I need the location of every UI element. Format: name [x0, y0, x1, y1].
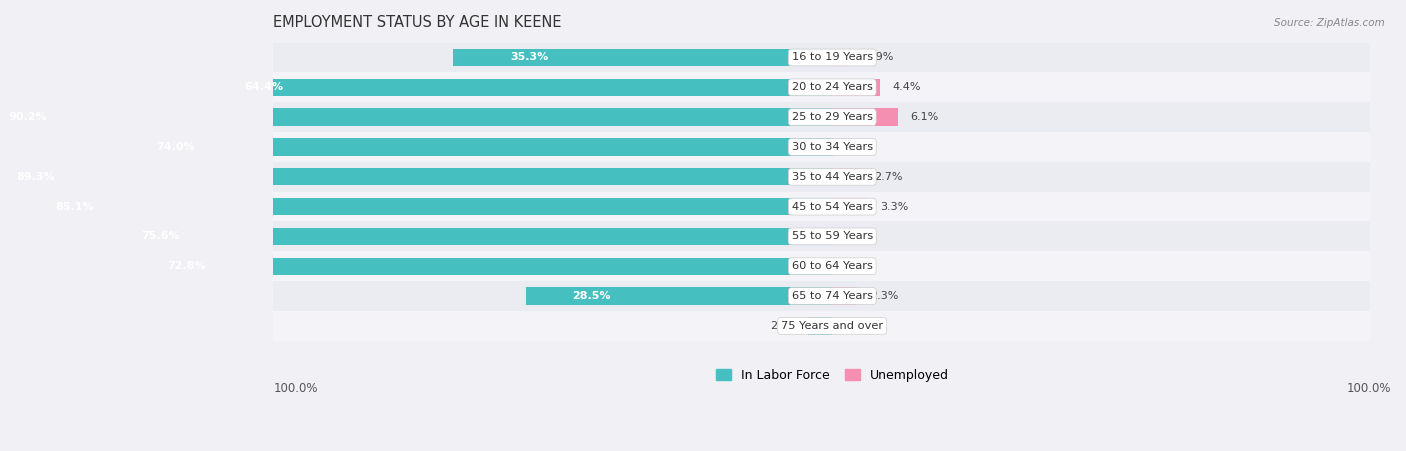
Text: 55 to 59 Years: 55 to 59 Years [792, 231, 873, 241]
Bar [832, 109, 898, 126]
Text: 2.3%: 2.3% [870, 291, 898, 301]
Bar [0, 102, 1369, 132]
Text: 2.7%: 2.7% [875, 172, 903, 182]
Text: 45 to 54 Years: 45 to 54 Years [792, 202, 873, 212]
Text: 28.5%: 28.5% [572, 291, 610, 301]
Text: 35 to 44 Years: 35 to 44 Years [792, 172, 873, 182]
Text: 75.6%: 75.6% [142, 231, 180, 241]
Text: 72.8%: 72.8% [167, 261, 205, 271]
Bar [832, 287, 856, 305]
Legend: In Labor Force, Unemployed: In Labor Force, Unemployed [710, 363, 955, 388]
Text: 35.3%: 35.3% [510, 52, 548, 63]
Bar [0, 42, 1369, 73]
Bar [832, 49, 852, 66]
Bar [51, 258, 832, 275]
Bar [0, 251, 1369, 281]
Text: 25 to 29 Years: 25 to 29 Years [792, 112, 873, 122]
Bar [37, 138, 832, 156]
Text: 0.1%: 0.1% [846, 142, 875, 152]
Text: 30 to 34 Years: 30 to 34 Years [792, 142, 873, 152]
Text: 20 to 24 Years: 20 to 24 Years [792, 83, 873, 92]
Text: 2.3%: 2.3% [770, 321, 799, 331]
Bar [0, 311, 1369, 341]
Text: 60 to 64 Years: 60 to 64 Years [792, 261, 873, 271]
Bar [0, 132, 1369, 162]
Bar [20, 228, 832, 245]
Bar [832, 78, 880, 96]
Text: 100.0%: 100.0% [274, 382, 318, 395]
Bar [807, 317, 832, 335]
Bar [526, 287, 832, 305]
Text: 16 to 19 Years: 16 to 19 Years [792, 52, 873, 63]
Text: 90.2%: 90.2% [8, 112, 46, 122]
Bar [453, 49, 832, 66]
Text: 0.0%: 0.0% [845, 261, 873, 271]
Text: 0.0%: 0.0% [845, 231, 873, 241]
Text: Source: ZipAtlas.com: Source: ZipAtlas.com [1274, 18, 1385, 28]
Bar [832, 168, 862, 185]
Bar [141, 78, 832, 96]
Bar [0, 281, 1369, 311]
Text: 3.3%: 3.3% [880, 202, 908, 212]
Bar [0, 109, 832, 126]
Bar [0, 168, 832, 185]
Bar [0, 221, 1369, 251]
Text: 74.0%: 74.0% [156, 142, 195, 152]
Text: 65 to 74 Years: 65 to 74 Years [792, 291, 873, 301]
Text: EMPLOYMENT STATUS BY AGE IN KEENE: EMPLOYMENT STATUS BY AGE IN KEENE [274, 15, 562, 30]
Bar [0, 198, 832, 215]
Text: 0.0%: 0.0% [845, 321, 873, 331]
Bar [832, 198, 868, 215]
Text: 64.4%: 64.4% [245, 83, 283, 92]
Text: 89.3%: 89.3% [17, 172, 55, 182]
Text: 85.1%: 85.1% [55, 202, 93, 212]
Bar [0, 192, 1369, 221]
Text: 6.1%: 6.1% [911, 112, 939, 122]
Text: 100.0%: 100.0% [1347, 382, 1391, 395]
Bar [0, 162, 1369, 192]
Text: 1.9%: 1.9% [866, 52, 894, 63]
Bar [0, 73, 1369, 102]
Text: 4.4%: 4.4% [893, 83, 921, 92]
Text: 75 Years and over: 75 Years and over [782, 321, 883, 331]
